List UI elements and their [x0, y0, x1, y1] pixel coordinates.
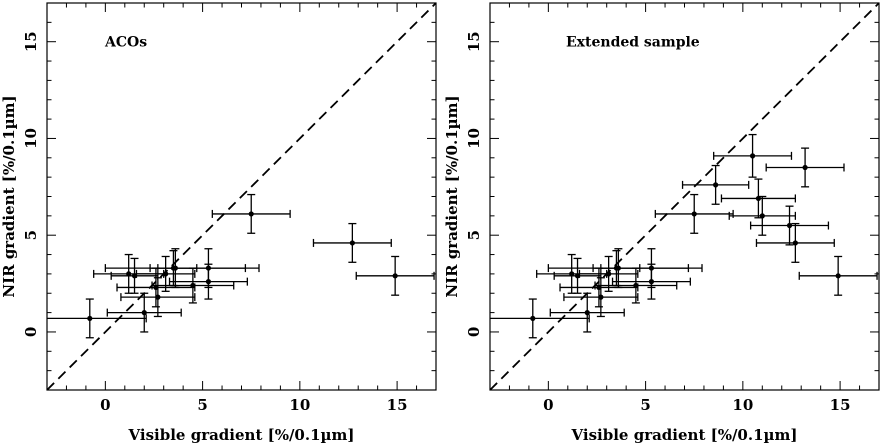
- data-point-group: [654, 193, 734, 234]
- x-tick-label: 0: [543, 396, 553, 414]
- data-point-group: [713, 133, 793, 178]
- y-axis-label: NIR gradient [%/0.1µm]: [0, 95, 18, 297]
- plot-area: [490, 3, 879, 390]
- x-tick-label: 10: [732, 396, 753, 414]
- data-point: [648, 265, 655, 271]
- y-tick-label: 10: [465, 128, 483, 149]
- data-point-group: [135, 255, 196, 292]
- data-point: [163, 271, 169, 277]
- data-point: [835, 273, 841, 279]
- data-point: [392, 273, 398, 279]
- data-point-group: [106, 292, 182, 333]
- data-point: [749, 153, 756, 159]
- x-tick-label: 15: [830, 396, 851, 414]
- data-point-group: [681, 164, 750, 205]
- data-point: [691, 211, 697, 217]
- data-point: [248, 211, 254, 217]
- data-point-group: [755, 222, 835, 263]
- data-point-group: [355, 255, 435, 296]
- x-tick-label: 5: [640, 396, 650, 414]
- data-point-group: [120, 277, 196, 318]
- data-point-group: [151, 267, 235, 304]
- data-point: [713, 182, 719, 188]
- y-tick-label: 15: [465, 31, 483, 52]
- data-point: [190, 282, 196, 289]
- data-point: [155, 294, 161, 300]
- x-axis-label: Visible gradient [%/0.1µm]: [571, 426, 798, 444]
- data-point-group: [578, 255, 639, 292]
- data-point: [205, 265, 212, 271]
- data-point-group: [563, 277, 639, 318]
- data-point-group: [312, 222, 392, 263]
- x-tick-label: 15: [387, 396, 408, 414]
- data-point: [584, 310, 590, 316]
- y-tick-label: 10: [22, 128, 40, 149]
- data-point: [87, 315, 93, 322]
- data-point: [759, 213, 765, 219]
- reference-line: [490, 3, 879, 390]
- data-point: [786, 222, 793, 229]
- x-tick-label: 10: [289, 396, 310, 414]
- data-point: [530, 315, 536, 322]
- panel-annotation: Extended sample: [566, 35, 700, 51]
- data-point-group: [600, 248, 703, 289]
- data-point-group: [798, 255, 878, 296]
- data-point-group: [728, 195, 797, 236]
- data-point-group: [157, 248, 260, 289]
- y-axis-label: NIR gradient [%/0.1µm]: [443, 95, 461, 297]
- chart-panel-1: 0 5 10 15 0 5 10 15 Visible gradient [%/0.1µm] NI…: [0, 2, 437, 444]
- data-point: [606, 271, 612, 277]
- chart-panel-2: 0 5 10 15 0 5 10 15 Visible gradient [%/0.1µm] NI…: [443, 2, 880, 444]
- reference-line: [47, 3, 436, 390]
- data-point-group: [549, 292, 625, 333]
- data-point-group: [47, 298, 147, 339]
- data-point: [598, 294, 604, 300]
- x-tick-label: 0: [100, 396, 110, 414]
- data-point-group: [765, 147, 845, 188]
- data-point: [141, 310, 147, 316]
- data-point: [633, 282, 639, 289]
- data-point: [792, 240, 798, 246]
- x-axis-label: Visible gradient [%/0.1µm]: [128, 426, 355, 444]
- plot-area: [47, 3, 436, 390]
- data-point: [349, 240, 355, 246]
- y-tick-label: 0: [22, 327, 40, 337]
- y-tick-label: 5: [465, 230, 483, 240]
- y-tick-label: 0: [465, 327, 483, 337]
- x-tick-label: 5: [197, 396, 207, 414]
- y-tick-label: 15: [22, 31, 40, 52]
- y-tick-label: 5: [22, 230, 40, 240]
- data-point-group: [749, 205, 830, 246]
- panel-annotation: ACOs: [104, 35, 147, 51]
- data-point: [802, 164, 808, 171]
- data-point-group: [211, 193, 291, 234]
- data-point-group: [490, 298, 590, 339]
